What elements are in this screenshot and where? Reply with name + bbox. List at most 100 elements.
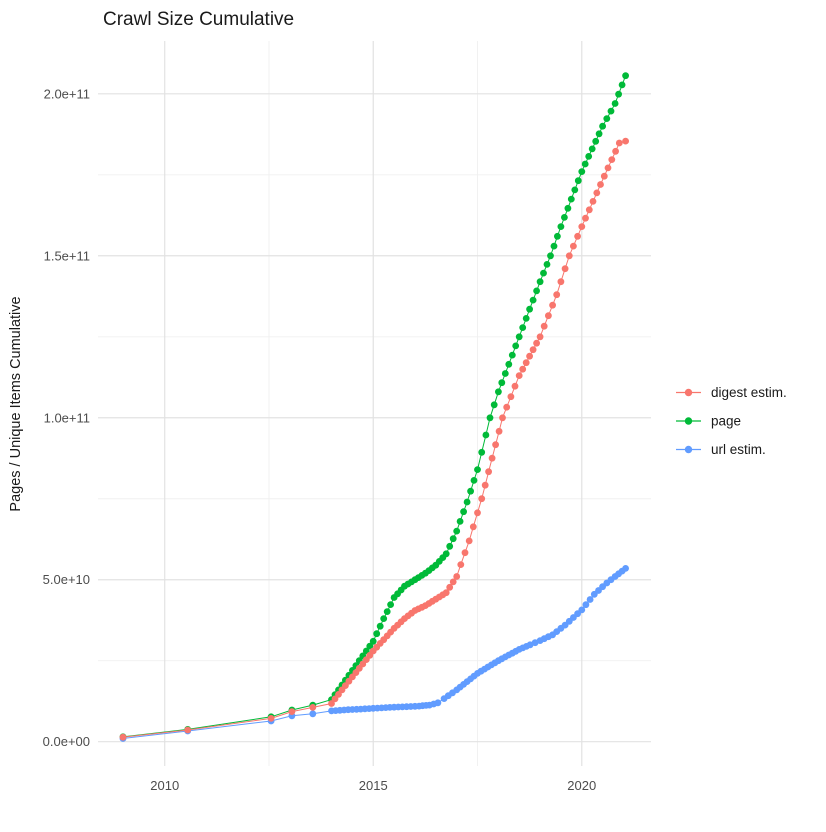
data-point	[457, 561, 465, 568]
data-point	[488, 454, 496, 462]
series-digest-estim	[119, 137, 629, 741]
series-layer	[119, 72, 629, 742]
data-point	[465, 537, 473, 545]
data-point	[570, 242, 577, 250]
data-point	[499, 414, 506, 422]
data-point	[449, 535, 457, 543]
data-point	[571, 186, 579, 194]
data-point	[490, 401, 498, 409]
data-point	[536, 278, 544, 286]
data-point	[578, 223, 586, 231]
data-point	[600, 172, 608, 180]
data-point	[564, 204, 572, 212]
data-point	[536, 333, 544, 341]
data-point	[533, 339, 540, 347]
data-point	[615, 139, 623, 147]
data-point	[485, 468, 492, 476]
data-point	[505, 360, 513, 368]
data-point	[442, 589, 450, 597]
data-point	[585, 206, 593, 214]
data-point	[508, 351, 516, 359]
data-point	[622, 565, 629, 572]
data-point	[522, 359, 530, 367]
data-point	[586, 596, 594, 603]
data-point	[453, 573, 461, 580]
data-point	[184, 726, 192, 734]
x-tick-label: 2020	[567, 778, 596, 793]
data-point	[515, 333, 523, 341]
data-point	[309, 704, 317, 711]
data-point	[615, 90, 622, 98]
data-point	[376, 622, 384, 630]
data-point	[511, 382, 519, 390]
data-point	[597, 181, 604, 188]
y-tick-label: 0.0e+00	[43, 734, 90, 749]
legend-key-point	[684, 445, 693, 454]
data-point	[478, 495, 486, 503]
data-point	[512, 342, 520, 350]
data-point	[288, 708, 296, 715]
data-point	[540, 269, 547, 277]
data-point	[595, 130, 603, 138]
y-tick-label: 5.0e+10	[43, 572, 90, 587]
data-point	[469, 523, 477, 531]
data-point	[582, 214, 589, 222]
data-point	[119, 733, 127, 741]
data-point	[561, 265, 569, 273]
data-point	[529, 346, 537, 354]
data-point	[463, 498, 471, 506]
data-point	[611, 100, 619, 107]
data-point	[588, 145, 596, 153]
data-point	[578, 606, 586, 614]
data-point	[267, 715, 275, 722]
legend: digest estim. page url estim.	[676, 385, 787, 457]
data-point	[453, 527, 461, 535]
data-point	[495, 427, 503, 435]
data-point	[446, 583, 454, 591]
data-point	[309, 710, 317, 718]
data-point	[492, 441, 499, 449]
data-point	[474, 509, 481, 517]
data-point	[328, 700, 335, 707]
data-point	[461, 549, 469, 557]
data-point	[574, 232, 581, 240]
data-point	[557, 278, 565, 286]
legend-item-url-estim: url estim.	[676, 442, 766, 457]
data-point	[533, 287, 540, 295]
data-point	[456, 518, 464, 525]
data-point	[557, 223, 565, 231]
x-tick-label: 2015	[359, 778, 388, 793]
chart-title: Crawl Size Cumulative	[103, 9, 294, 30]
data-point	[460, 508, 467, 516]
data-point	[482, 431, 490, 439]
data-point	[449, 578, 457, 586]
data-point	[599, 122, 606, 130]
data-point	[618, 81, 626, 89]
data-point	[592, 137, 600, 145]
data-point	[607, 107, 615, 115]
data-point	[565, 252, 573, 260]
data-point	[478, 448, 486, 456]
data-point	[574, 177, 582, 185]
data-point	[380, 615, 388, 622]
x-tick-label: 2010	[150, 778, 179, 793]
data-point	[554, 232, 561, 240]
data-point	[603, 115, 611, 122]
data-point	[545, 312, 552, 320]
data-point	[622, 72, 629, 80]
data-point	[470, 477, 478, 484]
data-point	[581, 160, 589, 168]
x-axis-tick-labels: 2010 2015 2020	[150, 778, 596, 793]
data-point	[582, 601, 590, 609]
data-point	[446, 542, 454, 550]
legend-item-page: page	[676, 414, 741, 429]
series-url-estim	[119, 565, 629, 742]
data-point	[498, 379, 506, 387]
data-point	[543, 261, 551, 268]
data-point	[561, 214, 568, 221]
data-point	[383, 608, 391, 615]
y-tick-label: 1.0e+11	[44, 410, 90, 425]
data-point	[585, 153, 593, 160]
data-point	[526, 305, 533, 313]
